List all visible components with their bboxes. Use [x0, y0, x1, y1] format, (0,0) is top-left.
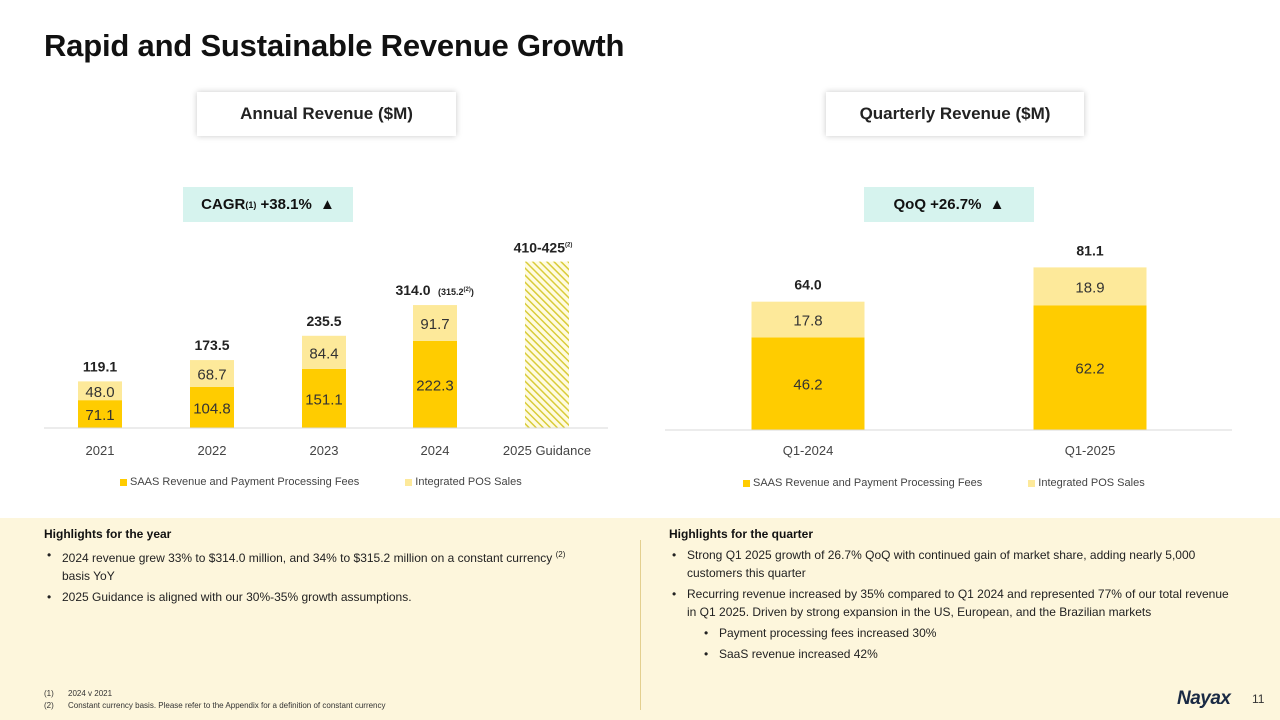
- highlights-quarter-title: Highlights for the quarter: [669, 527, 813, 541]
- cagr-value: +38.1%: [256, 196, 316, 213]
- annual-revenue-chart: 71.1 48.0 119.1 2021 104.8 68.7 173.5 2022 151.1…: [44, 240, 608, 458]
- qoq-badge: QoQ +26.7% ▲: [864, 187, 1034, 222]
- bar-saas: [751, 337, 865, 430]
- total-label: 81.1: [1076, 242, 1103, 258]
- annual-legend: SAAS Revenue and Payment Processing Fees…: [120, 476, 522, 488]
- bar-pos: [78, 381, 122, 401]
- up-triangle-icon: ▲: [319, 196, 335, 213]
- list-item: Recurring revenue increased by 35% compa…: [669, 585, 1229, 621]
- total-label: 173.5: [194, 337, 229, 353]
- list-item: Payment processing fees increased 30%: [669, 624, 1229, 642]
- data-label-saas: 71.1: [85, 407, 114, 424]
- legend-pos-label: Integrated POS Sales: [415, 476, 522, 488]
- x-tick-label: Q1-2024: [783, 443, 834, 458]
- data-label-pos: 48.0: [85, 384, 114, 401]
- footnote-1: (1) 2024 v 2021: [44, 689, 113, 698]
- cagr-prefix: CAGR: [201, 196, 246, 213]
- cagr-badge: CAGR (1) +38.1% ▲: [183, 187, 353, 222]
- quarterly-revenue-label-text: Quarterly Revenue ($M): [859, 104, 1051, 123]
- total-label: 119.1: [83, 358, 117, 374]
- list-item: SaaS revenue increased 42%: [669, 645, 1229, 663]
- total-label: 410-425(2): [514, 240, 573, 256]
- bar-saas: [1033, 305, 1147, 430]
- bar-saas: [190, 386, 234, 428]
- data-label-saas: 62.2: [1075, 361, 1104, 378]
- cagr-footnote-ref: (1): [245, 199, 257, 210]
- x-tick-label: 2023: [310, 443, 339, 458]
- highlights-year-title: Highlights for the year: [44, 527, 172, 541]
- data-label-saas: 151.1: [305, 391, 343, 408]
- up-triangle-icon: ▲: [989, 196, 1005, 213]
- highlights-year-list: 2024 revenue grew 33% to $314.0 million,…: [44, 546, 584, 609]
- list-item: Strong Q1 2025 growth of 26.7% QoQ with …: [669, 546, 1229, 582]
- annual-revenue-label-text: Annual Revenue ($M): [240, 104, 413, 123]
- bar-pos: [751, 301, 865, 338]
- highlights-divider: [640, 540, 641, 710]
- quarterly-revenue-chart: 46.2 17.8 64.0 Q1-2024 62.2 18.9 81.1 Q1-2025: [665, 242, 1232, 458]
- bar-guidance: [525, 261, 569, 428]
- bar-pos: [302, 335, 346, 369]
- data-label-saas: 222.3: [416, 377, 454, 394]
- legend-swatch-pos: [405, 478, 413, 486]
- bar-saas: [302, 368, 346, 428]
- data-label-pos: 17.8: [793, 313, 822, 330]
- x-tick-label: 2025 Guidance: [503, 443, 591, 458]
- bar-saas: [78, 400, 122, 428]
- footnote-2: (2) Constant currency basis. Please refe…: [44, 701, 386, 710]
- qoq-value: QoQ +26.7%: [893, 196, 986, 213]
- legend-pos-label: Integrated POS Sales: [1038, 477, 1145, 489]
- total-label: 314.0: [395, 282, 430, 298]
- list-item: 2024 revenue grew 33% to $314.0 million,…: [44, 546, 584, 585]
- list-item: 2025 Guidance is aligned with our 30%-35…: [44, 588, 584, 606]
- data-label-pos: 18.9: [1075, 279, 1104, 296]
- legend-swatch-saas: [743, 479, 750, 487]
- x-tick-label: 2024: [421, 443, 450, 458]
- footnote-ref: (2): [565, 243, 572, 249]
- data-label-pos: 84.4: [309, 345, 338, 362]
- close-paren: ): [471, 287, 474, 297]
- data-label-saas: 104.8: [193, 400, 231, 417]
- page-title: Rapid and Sustainable Revenue Growth: [44, 28, 625, 63]
- bar-saas: [413, 340, 457, 428]
- legend-swatch-saas: [120, 478, 127, 486]
- legend-saas-label: SAAS Revenue and Payment Processing Fees: [130, 476, 360, 488]
- constant-currency-note: (315.2(2)): [438, 287, 474, 297]
- total-label: 64.0: [794, 277, 821, 293]
- quarterly-revenue-label: Quarterly Revenue ($M): [826, 92, 1084, 136]
- x-tick-label: 2021: [86, 443, 115, 458]
- data-label-pos: 91.7: [420, 316, 449, 333]
- legend-saas-label: SAAS Revenue and Payment Processing Fees: [753, 477, 983, 489]
- x-tick-label: Q1-2025: [1065, 443, 1116, 458]
- quarterly-legend: SAAS Revenue and Payment Processing Fees…: [743, 477, 1145, 489]
- nayax-logo: Nayax: [1177, 688, 1231, 709]
- bar-pos: [190, 360, 234, 387]
- legend-swatch-pos: [1028, 479, 1036, 487]
- annual-revenue-label: Annual Revenue ($M): [197, 92, 456, 136]
- data-label-saas: 46.2: [793, 377, 822, 394]
- total-label: 235.5: [306, 313, 341, 329]
- footnote-ref: (2): [555, 550, 566, 559]
- bar-pos: [1033, 267, 1147, 306]
- page-number: 11: [1252, 692, 1265, 706]
- data-label-pos: 68.7: [197, 367, 226, 384]
- footnotes: (1) 2024 v 2021 (2) Constant currency ba…: [44, 688, 386, 712]
- highlights-quarter-list: Strong Q1 2025 growth of 26.7% QoQ with …: [669, 546, 1229, 666]
- x-tick-label: 2022: [198, 443, 227, 458]
- footnote-ref: (2): [464, 287, 471, 293]
- bar-pos: [413, 305, 457, 341]
